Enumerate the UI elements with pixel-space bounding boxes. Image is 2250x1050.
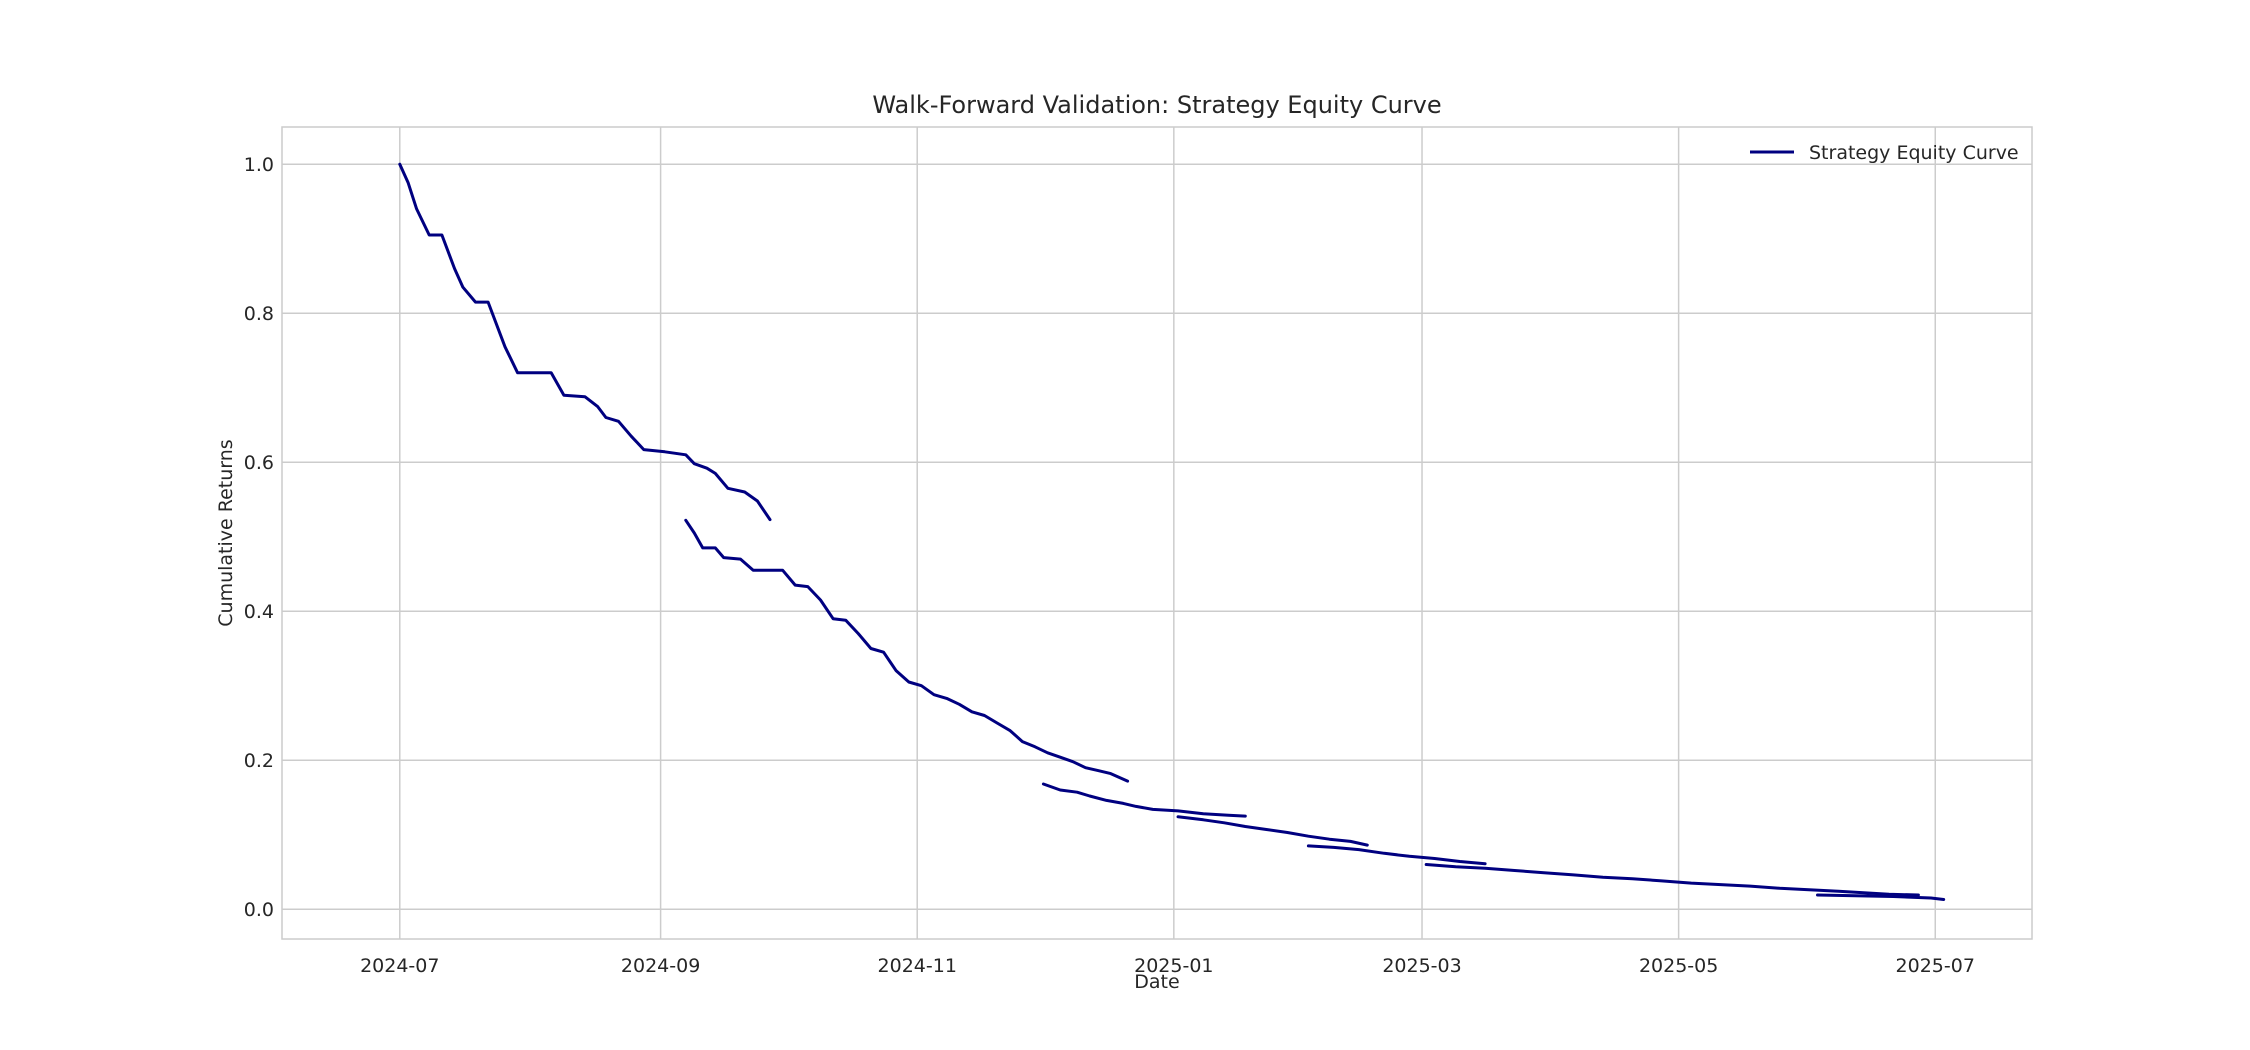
plot-frame [281, 126, 2033, 940]
equity-curve-segment [1306, 844, 1487, 866]
x-tick-label: 2024-09 [621, 955, 700, 977]
equity-curve-segment [1176, 815, 1369, 847]
equity-curve-segment [1424, 863, 1920, 897]
equity-curve-segment [684, 518, 1130, 783]
equity-curve-segment [1816, 893, 1946, 901]
x-tick-label: 2024-07 [360, 955, 439, 977]
equity-curve-segment [1041, 782, 1247, 818]
y-tick-labels: 0.0 0.2 0.4 0.6 0.8 1.0 [244, 154, 274, 921]
x-tick-label: 2025-07 [1896, 955, 1975, 977]
equity-curve-segment [398, 162, 772, 522]
x-tick-label: 2024-11 [878, 955, 957, 977]
y-tick-label: 0.8 [244, 303, 274, 325]
x-tick-label: 2025-03 [1382, 955, 1461, 977]
y-tick-label: 0.4 [244, 601, 274, 623]
legend: Strategy Equity Curve [1750, 142, 2019, 164]
series-layer [398, 162, 1946, 901]
legend-label: Strategy Equity Curve [1809, 142, 2019, 164]
y-tick-label: 0.6 [244, 452, 274, 474]
y-tick-label: 1.0 [244, 154, 274, 176]
grid [282, 127, 2032, 939]
x-tick-label: 2025-01 [1134, 955, 1213, 977]
chart-title: Walk-Forward Validation: Strategy Equity… [872, 91, 1441, 119]
x-tick-labels: 2024-07 2024-09 2024-11 2025-01 2025-03 2025-… [360, 955, 1975, 977]
y-tick-label: 0.2 [244, 750, 274, 772]
y-tick-label: 0.0 [244, 899, 274, 921]
x-axis-title: Date [1134, 971, 1179, 993]
x-tick-label: 2025-05 [1639, 955, 1718, 977]
y-axis-title: Cumulative Returns [215, 439, 237, 626]
